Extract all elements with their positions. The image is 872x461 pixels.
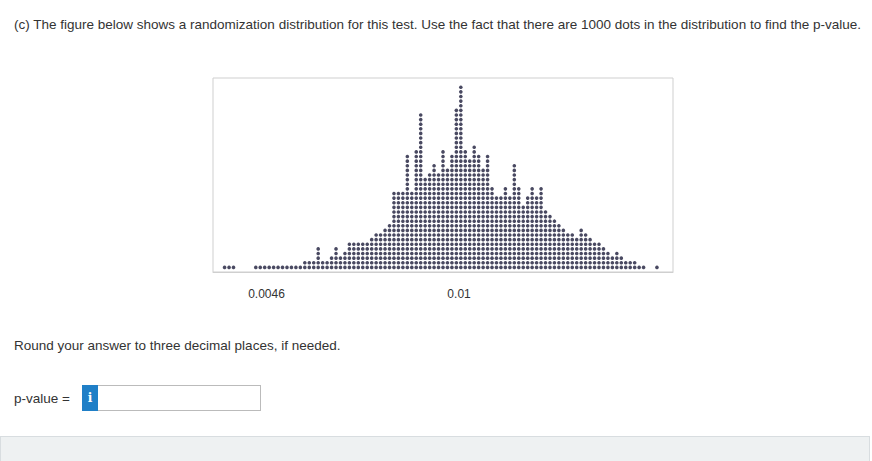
html-text:i: i: [87, 391, 93, 405]
html-text:Round your answer to three dec: Round your answer to three decimal place…: [14, 338, 341, 353]
html-text:p-value =: p-value =: [14, 390, 70, 406]
svg-text:0.01: 0.01: [447, 287, 471, 301]
html-text:(c) The figure below shows a r: (c) The figure below shows a randomizati…: [14, 17, 861, 32]
svg-text:0.0046: 0.0046: [248, 287, 285, 301]
